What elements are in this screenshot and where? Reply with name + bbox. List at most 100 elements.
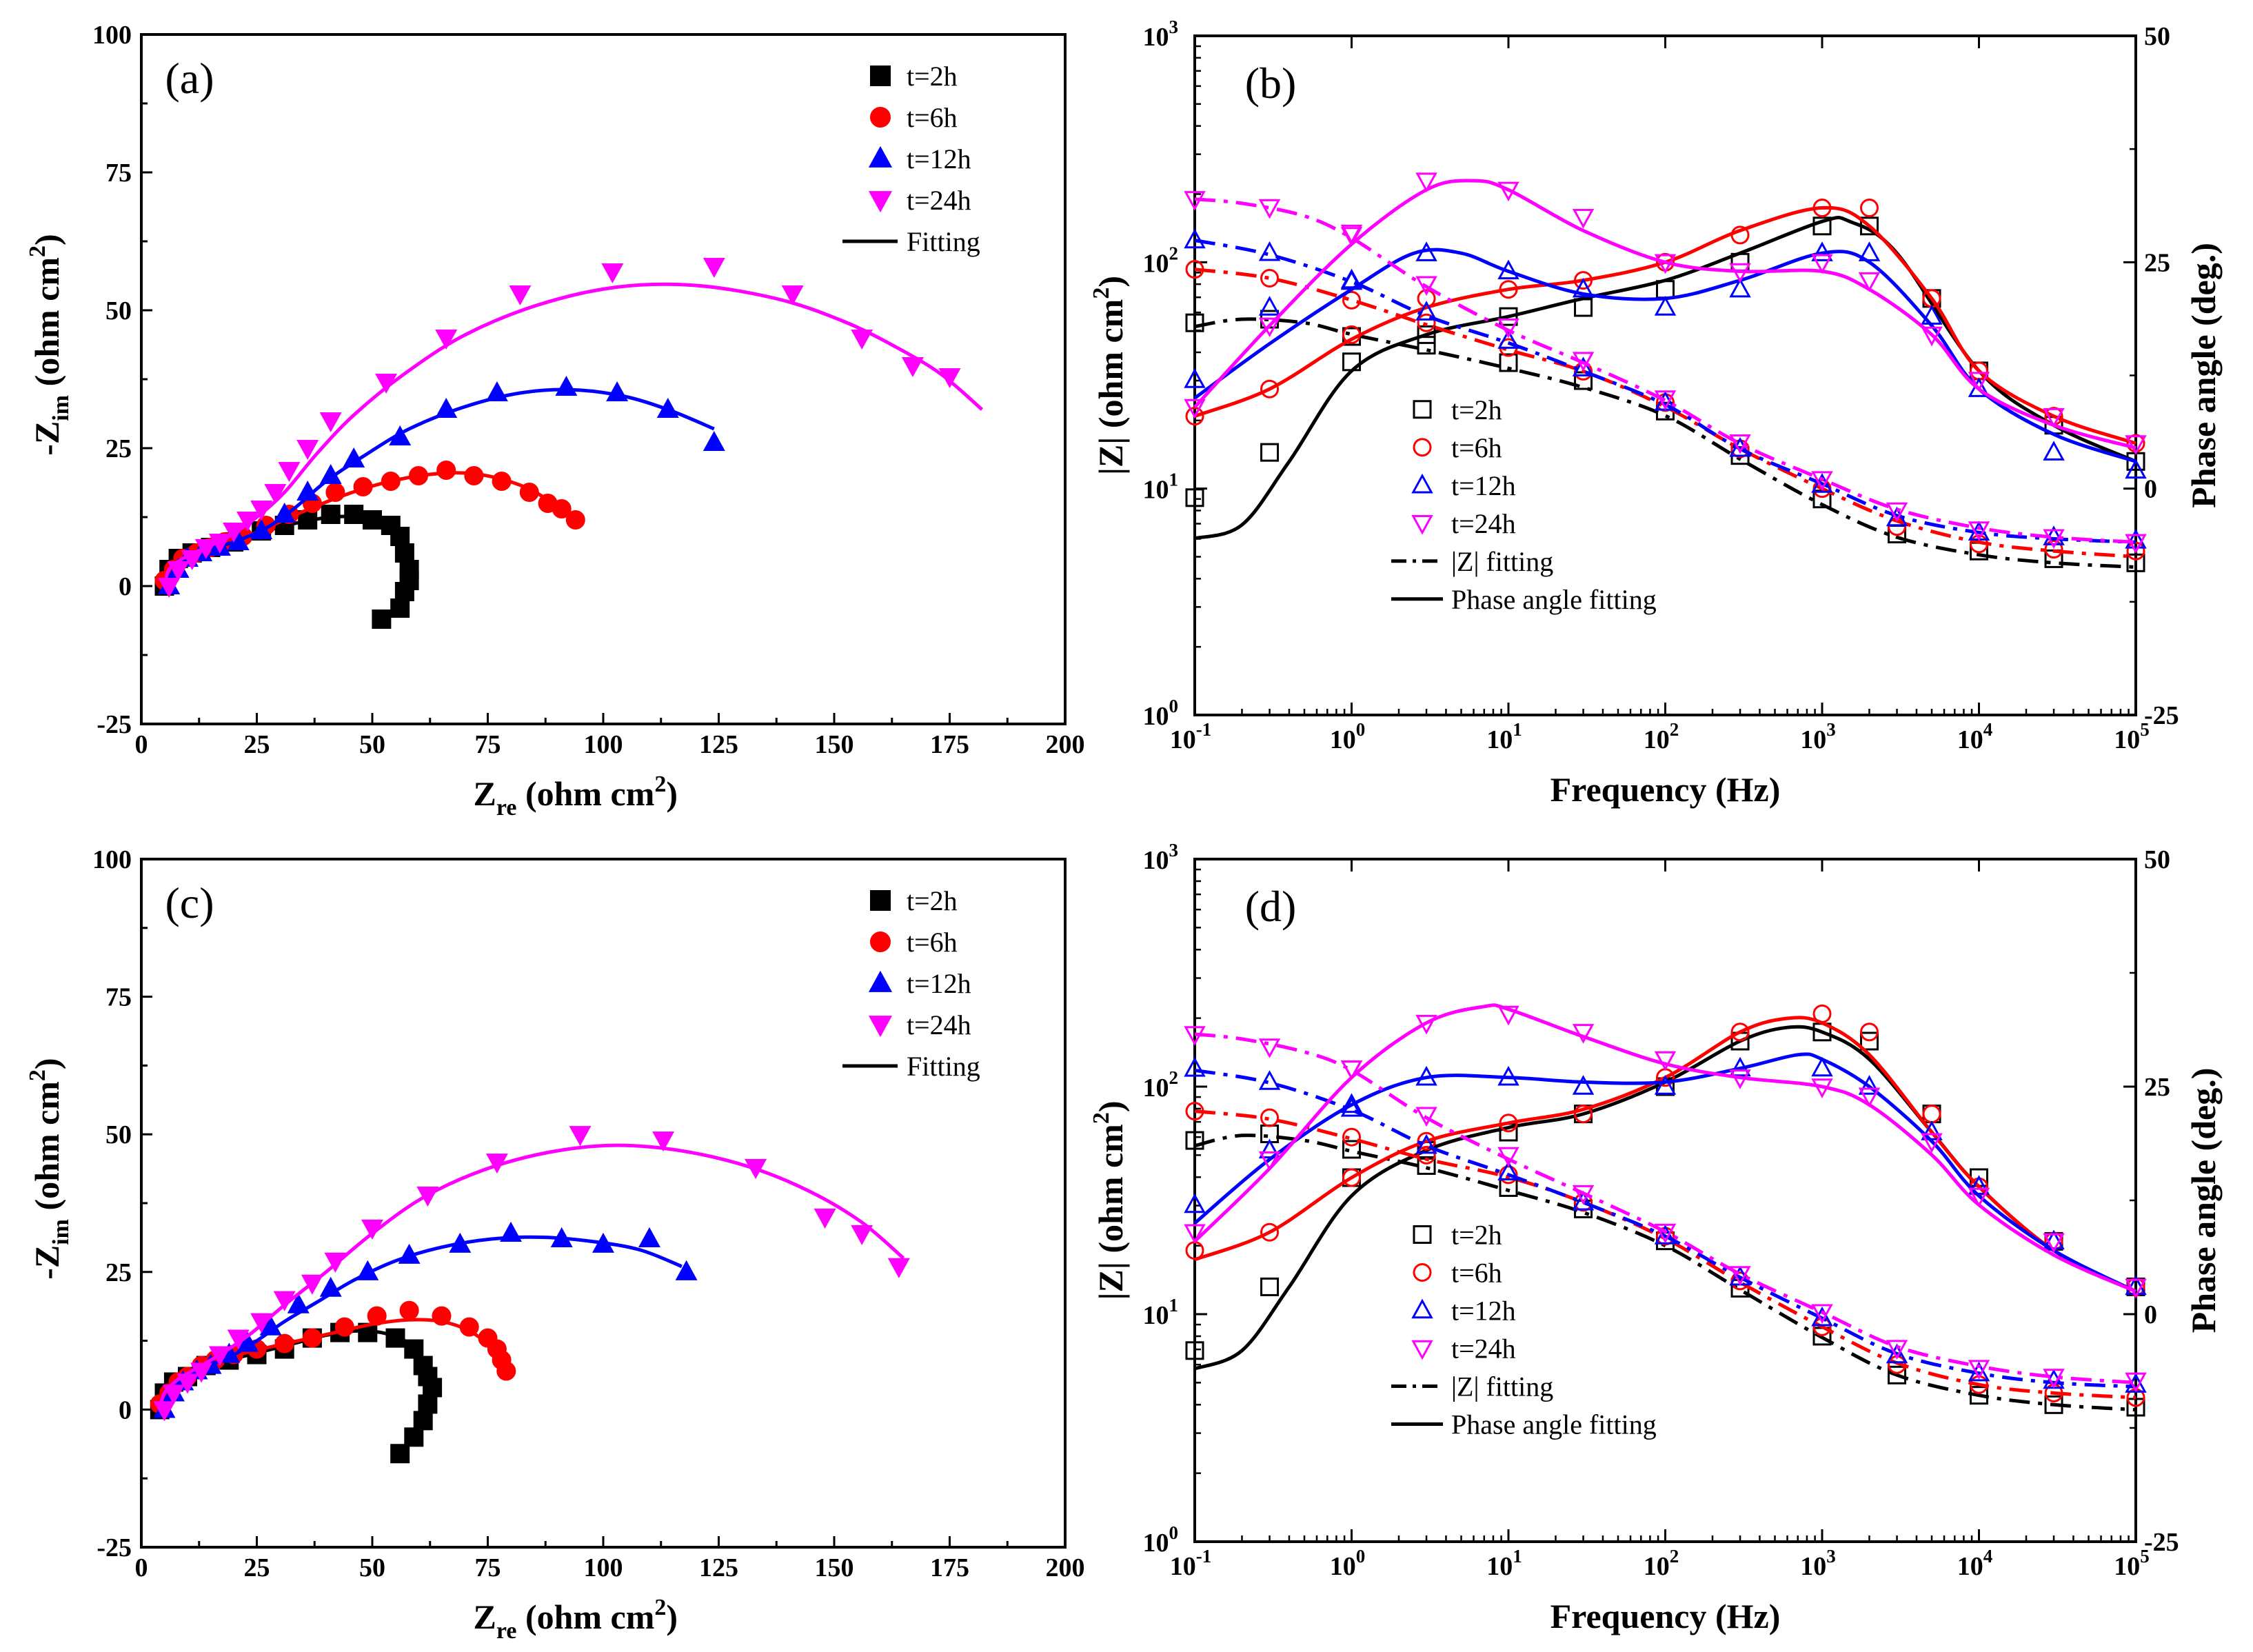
series-t=6h	[150, 1300, 516, 1414]
z-point	[1184, 191, 1206, 211]
phase-point	[1417, 289, 1436, 308]
x-tick-label: 0	[135, 1553, 148, 1582]
data-point	[459, 1317, 479, 1337]
x-axis-label: Frequency (Hz)	[1550, 1597, 1781, 1635]
data-point	[287, 1293, 310, 1313]
z-fit-line	[1194, 197, 2136, 544]
phase-fit-line	[1194, 216, 2137, 541]
data-point	[389, 425, 412, 446]
z-point	[1258, 1038, 1281, 1058]
data-point	[404, 1339, 424, 1359]
x-tick-label: 103	[1800, 719, 1836, 754]
phase-point	[1811, 241, 1833, 261]
data-point	[356, 1260, 379, 1280]
z-point	[1258, 199, 1281, 219]
y2-tick-label: 0	[2144, 475, 2157, 504]
phase-point	[1340, 268, 1363, 289]
x-tick-label: 25	[244, 730, 270, 759]
z-point	[1342, 1140, 1361, 1159]
data-point	[851, 329, 873, 350]
legend-label: t=12h	[907, 143, 971, 174]
data-point	[592, 1232, 614, 1253]
data-point	[413, 1411, 433, 1431]
legend-label: t=12h	[907, 968, 971, 999]
y2-axis-label: Phase angle (deg.)	[2184, 1068, 2223, 1333]
data-point	[418, 1394, 438, 1414]
phase-point	[1497, 259, 1519, 280]
phase-fit-line	[1194, 1016, 2137, 1293]
z-fit-line	[1194, 1068, 2136, 1389]
series-t=12h	[158, 375, 725, 595]
phase-point	[1415, 172, 1437, 193]
phase-point	[1921, 305, 1943, 325]
phase-point	[1859, 1031, 1879, 1051]
y2-axis-label: Phase angle (deg.)	[2184, 243, 2223, 508]
z-point	[1258, 1070, 1281, 1090]
legend-label: t=6h	[1451, 1258, 1502, 1289]
data-point	[781, 285, 804, 306]
series-t=12h	[1184, 228, 2147, 549]
z-point	[1417, 313, 1436, 332]
data-point	[296, 480, 319, 501]
data-point	[606, 381, 629, 402]
fit-line	[163, 282, 984, 587]
data-point	[509, 285, 532, 306]
data-point	[887, 1258, 910, 1278]
x-tick-label: 150	[815, 730, 854, 759]
legend-label: t=6h	[907, 102, 958, 133]
phase-point	[1729, 263, 1751, 283]
data-point	[321, 505, 341, 524]
phase-point	[1968, 1175, 1990, 1195]
y-tick-label: 100	[92, 845, 132, 874]
bode-panel-b: 10-1 100 101 102 103 104 105100101102103-25025…	[1089, 17, 2223, 809]
x-tick-label: 75	[475, 1553, 501, 1582]
y-axis-label: -Zim (ohm cm2)	[25, 1058, 74, 1279]
phase-point	[1258, 1151, 1281, 1171]
data-point	[325, 483, 345, 502]
data-point	[464, 466, 484, 485]
phase-point	[1574, 271, 1593, 290]
z-point	[1888, 1365, 1907, 1384]
data-point	[375, 373, 398, 394]
z-point	[1497, 318, 1519, 339]
y-tick-label: 102	[1143, 243, 1179, 278]
phase-point	[1572, 1024, 1595, 1044]
y-tick-label: 0	[119, 1396, 132, 1424]
phase-point	[2043, 1233, 2065, 1253]
phase-point	[1184, 399, 1206, 419]
legend: t=2h t=6h t=12h t=24h Fitting	[842, 61, 980, 257]
legend-label: t=12h	[1451, 470, 1516, 501]
phase-point	[2125, 1278, 2147, 1299]
data-point	[436, 461, 456, 480]
legend-marker	[870, 107, 891, 128]
y-tick-label: 75	[105, 983, 132, 1012]
x-tick-label: 102	[1644, 1546, 1679, 1581]
plot-frame	[140, 33, 1067, 725]
data-point	[745, 1159, 767, 1180]
data-point	[301, 1274, 323, 1295]
data-point	[167, 561, 190, 582]
y2-tick-label: 50	[2144, 845, 2170, 874]
bode-panel-d: 10-1 100 101 102 103 104 105100101102103-25025…	[1089, 840, 2223, 1635]
data-point	[223, 522, 245, 543]
data-point	[638, 1227, 660, 1247]
legend-label: t=2h	[907, 61, 958, 92]
data-point	[208, 1346, 231, 1367]
z-point	[1417, 336, 1436, 355]
z-point	[1185, 1102, 1204, 1121]
z-point	[1970, 534, 1988, 554]
data-point	[344, 505, 364, 524]
data-point	[181, 550, 203, 571]
legend-marker	[1411, 473, 1433, 494]
z-point	[1968, 1361, 1990, 1382]
data-point	[264, 483, 287, 505]
phase-point	[1968, 377, 1990, 397]
phase-point	[1729, 1056, 1751, 1077]
x-tick-label: 125	[699, 1553, 738, 1582]
data-point	[423, 1378, 443, 1398]
z-point	[2126, 541, 2145, 561]
x-tick-label: 100	[1330, 1546, 1366, 1581]
legend-marker	[1413, 400, 1432, 419]
z-point	[1811, 1306, 1833, 1327]
